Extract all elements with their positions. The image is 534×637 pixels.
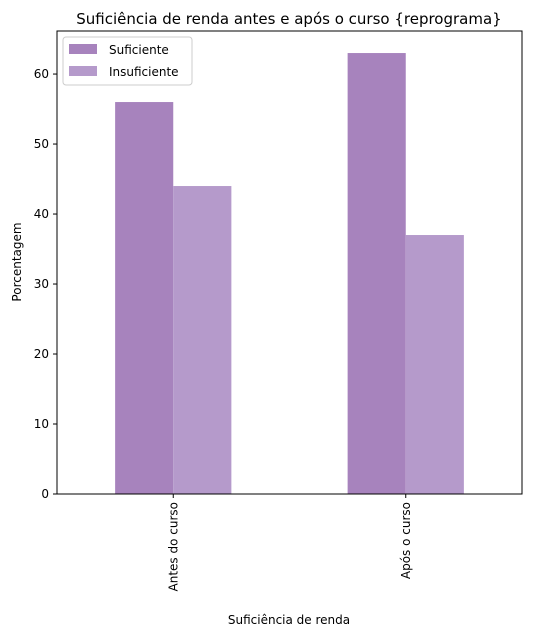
y-tick-label: 0 [41,487,49,501]
x-axis: Antes do curso Após o curso [166,494,413,591]
y-tick-label: 30 [34,277,49,291]
bars-group [115,53,464,495]
bar-insuficiente-2 [405,235,464,495]
y-tick-label: 60 [34,67,49,81]
legend: Suficiente Insuficiente [62,36,193,86]
y-axis-label: Porcentagem [10,222,24,301]
bar-insuficiente-1 [173,186,232,494]
x-tick-label: Antes do curso [166,502,180,591]
legend-swatch [69,66,97,76]
x-axis-label: Suficiência de renda [228,613,350,627]
legend-swatch [69,44,97,54]
bar-suficiente-1 [115,102,174,494]
plot-frame [56,30,523,495]
y-tick-label: 10 [34,417,49,431]
y-tick-label: 50 [34,137,49,151]
y-tick-label: 20 [34,347,49,361]
bar-suficiente-2 [347,53,406,495]
y-axis: 0 10 20 30 40 50 60 [34,67,57,501]
legend-label: Suficiente [109,43,169,57]
legend-label: Insuficiente [109,65,179,79]
chart-title: Suficiência de renda antes e após o curs… [76,10,501,28]
x-tick-label: Após o curso [399,502,413,579]
y-tick-label: 40 [34,207,49,221]
